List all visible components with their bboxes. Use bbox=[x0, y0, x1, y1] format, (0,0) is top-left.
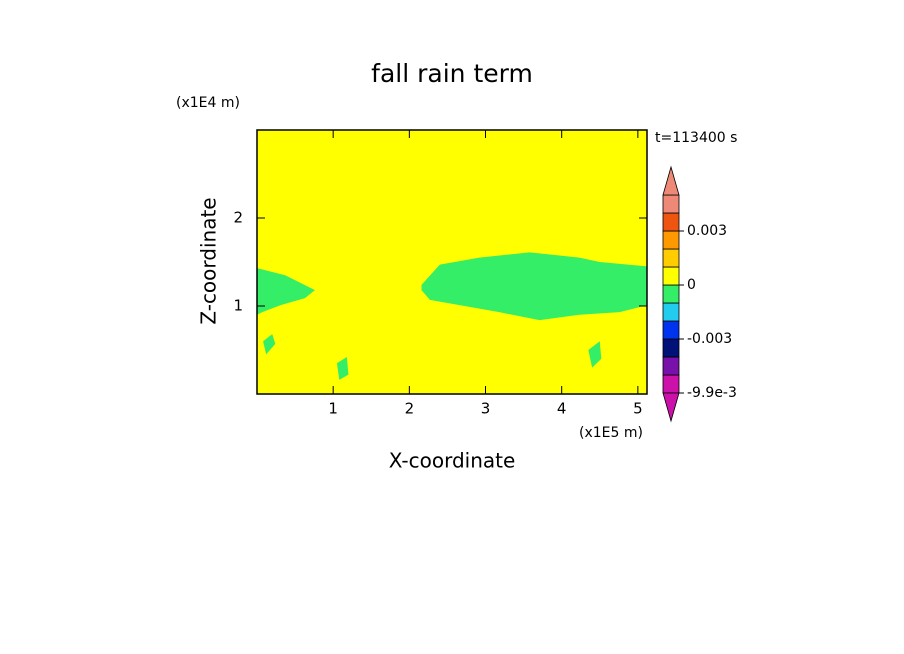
colorbar-over bbox=[662, 165, 680, 196]
x-tick-label: 3 bbox=[481, 400, 491, 418]
colorbar-band bbox=[662, 320, 680, 340]
colorbar-band bbox=[662, 338, 680, 358]
plot-frame bbox=[256, 129, 648, 395]
contour-region bbox=[336, 357, 349, 380]
colorbar-band bbox=[662, 266, 680, 286]
y-tick-label: 2 bbox=[233, 209, 243, 227]
contour-region bbox=[257, 268, 315, 315]
colorbar-band bbox=[662, 374, 680, 394]
colorbar-under bbox=[662, 392, 680, 423]
colorbar-band bbox=[662, 194, 680, 214]
colorbar-band bbox=[662, 284, 680, 304]
x-tick-label: 2 bbox=[405, 400, 415, 418]
x-tick-label: 5 bbox=[633, 400, 643, 418]
colorbar-band bbox=[662, 212, 680, 232]
time-label: t=113400 s bbox=[655, 130, 737, 146]
y-unit-label: (x1E4 m) bbox=[176, 95, 240, 111]
y-tick-label: 1 bbox=[233, 297, 243, 315]
colorbar-band bbox=[662, 302, 680, 322]
colorbar-band bbox=[662, 356, 680, 376]
contour-region bbox=[421, 252, 647, 321]
colorbar-band bbox=[662, 230, 680, 250]
x-axis-label: X-coordinate bbox=[389, 449, 516, 473]
contour-region bbox=[263, 334, 276, 355]
colorbar-tick-label: 0 bbox=[687, 277, 696, 293]
contour-region bbox=[588, 341, 602, 368]
x-unit-label: (x1E5 m) bbox=[579, 425, 643, 441]
y-axis-label: Z-coordinate bbox=[197, 197, 221, 324]
colorbar-tick-label: -9.9e-3 bbox=[687, 385, 737, 401]
colorbar-tick-label: 0.003 bbox=[687, 223, 727, 239]
colorbar-band bbox=[662, 248, 680, 268]
chart-title: fall rain term bbox=[371, 59, 533, 88]
colorbar-tick-label: -0.003 bbox=[687, 331, 732, 347]
x-tick-label: 4 bbox=[557, 400, 567, 418]
x-tick-label: 1 bbox=[328, 400, 338, 418]
